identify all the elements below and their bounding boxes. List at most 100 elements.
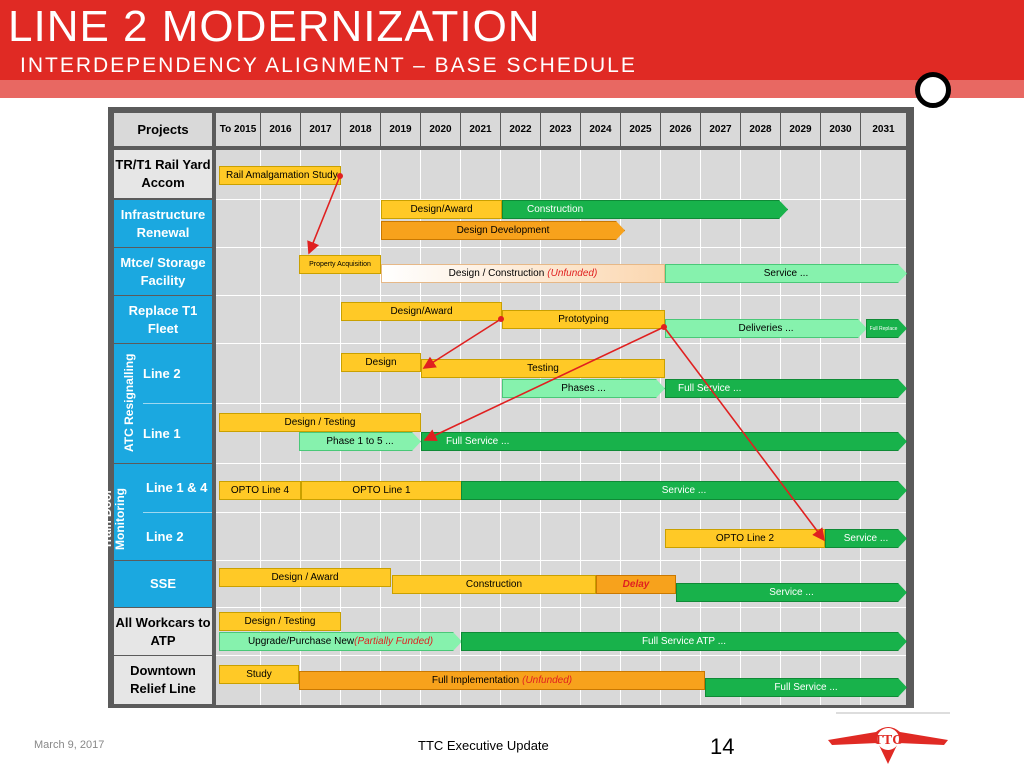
bar-sse-delay: Delay [596,575,676,594]
year-header: 2024 [581,113,620,146]
group-label-train-door: Train Door Monitoring [100,488,127,550]
bar-drl-study: Study [219,665,299,684]
year-header: To 2015 [216,113,260,146]
grid-line [216,655,906,656]
slide-subtitle: INTERDEPENDENCY ALIGNMENT – BASE SCHEDUL… [20,54,637,77]
year-header: 2019 [381,113,420,146]
bar-sse-construction: Construction [392,575,596,594]
bar-opto-line2: OPTO Line 2 [665,529,825,548]
bar-atc1-full-service: Full Service ... [421,432,907,451]
row-label-atc-line1: Line 1 [143,425,181,441]
bar-infra-construction: Construction [502,200,788,219]
bar-infra-design-dev: Design Development [381,221,625,240]
bar-mtce-design-construction: Design / Construction (Unfunded) [381,264,665,283]
year-header: 2018 [341,113,380,146]
year-header: 2025 [621,113,660,146]
grid-line [216,343,906,344]
grid-line [216,199,906,200]
bar-wc-full-service: Full Service ATP ... [461,632,907,651]
bar-sse-service: Service ... [676,583,907,602]
group-label-atc: ATC Resignalling [122,353,136,452]
grid-line [216,295,906,296]
page-number: 14 [710,734,735,759]
bar-t1-full-replace: Full Replace [866,319,907,338]
bar-atc1-design-testing: Design / Testing [219,413,421,432]
bar-opto-line4: OPTO Line 4 [219,481,301,500]
projects-header: Projects [114,113,212,146]
year-header: 2017 [301,113,340,146]
row-label-mtce-storage: Mtce/ Storage Facility [114,248,212,295]
bar-t1-deliveries: Deliveries ... [665,319,867,338]
year-header: 2030 [821,113,860,146]
grid-line [820,150,821,705]
bar-sse-design-award: Design / Award [219,568,391,587]
bar-label: Upgrade/Purchase New [247,636,355,647]
group-divider [143,512,212,513]
grid-line [216,607,906,608]
bar-t1-prototyping: Prototyping [502,310,665,329]
grid-line [216,463,906,464]
slide-header: LINE 2 MODERNIZATION INTERDEPENDENCY ALI… [0,0,1024,80]
bar-atc2-phases: Phases ... [502,379,665,398]
bar-td14-service: Service ... [461,481,907,500]
grid-line [216,247,906,248]
year-header: 2020 [421,113,460,146]
bar-td2-service: Service ... [825,529,907,548]
row-label-td-line14: Line 1 & 4 [146,480,208,495]
grid-line [216,512,906,513]
partial-funded-note: (Partially Funded) [354,636,434,647]
row-label-infrastructure: Infrastructure Renewal [114,200,212,247]
footer-date: March 9, 2017 [34,739,105,751]
footer-title: TTC Executive Update [418,738,549,753]
unfunded-note: (Unfunded) [547,268,598,279]
bar-t1-design-award: Design/Award [341,302,502,321]
row-label-replace-t1: Replace T1 Fleet [114,296,212,343]
year-header: 2026 [661,113,700,146]
delay-label: Delay [622,579,650,590]
year-header: 2028 [741,113,780,146]
row-label-drl: Downtown Relief Line [114,656,212,704]
year-header: 2022 [501,113,540,146]
bar-wc-upgrade: Upgrade/Purchase New (Partially Funded) [219,632,462,651]
bar-drl-full-service: Full Service ... [705,678,907,697]
ttc-logo-icon: TTC [828,712,950,764]
grid-line [780,150,781,705]
bar-label: Design / Construction [448,268,545,279]
grid-line [216,560,906,561]
grid-line [860,150,861,705]
grid-line [700,150,701,705]
bar-label: Full Implementation [431,675,520,686]
year-header: 2023 [541,113,580,146]
grid-line [216,403,906,404]
grid-line [660,150,661,705]
year-header: 2016 [261,113,300,146]
svg-text:TTC: TTC [874,733,903,748]
year-header: 2029 [781,113,820,146]
row-label-rail-yard: TR/T1 Rail Yard Accom [114,150,212,198]
bar-mtce-service: Service ... [665,264,907,283]
bar-drl-full-implementation: Full Implementation (Unfunded) [299,671,705,690]
bar-label: Construction [527,204,584,215]
unfunded-note: (Unfunded) [522,675,573,686]
bar-rail-amalgamation: Rail Amalgamation Study [219,166,341,185]
bar-atc1-phase: Phase 1 to 5 ... [299,432,421,451]
bar-atc2-testing: Testing [421,359,665,378]
year-header: 2031 [861,113,906,146]
year-header: 2021 [461,113,500,146]
group-divider [143,403,212,404]
year-header: 2027 [701,113,740,146]
row-label-atc-line2: Line 2 [143,365,181,381]
bar-property-acquisition: Property Acquisition [299,255,381,274]
grid-line [740,150,741,705]
header-band [0,80,1024,98]
bar-infra-design-award: Design/Award [381,200,502,219]
bar-atc2-full-service: Full Service ... [665,379,907,398]
bar-atc2-design: Design [341,353,421,372]
circle-icon [915,72,951,108]
bar-opto-line1: OPTO Line 1 [301,481,462,500]
row-label-td-line2: Line 2 [146,528,184,544]
row-label-sse: SSE [114,561,212,607]
slide-title: LINE 2 MODERNIZATION [8,2,541,51]
row-label-workcars: All Workcars to ATP [114,608,212,655]
bar-wc-design-testing: Design / Testing [219,612,341,631]
